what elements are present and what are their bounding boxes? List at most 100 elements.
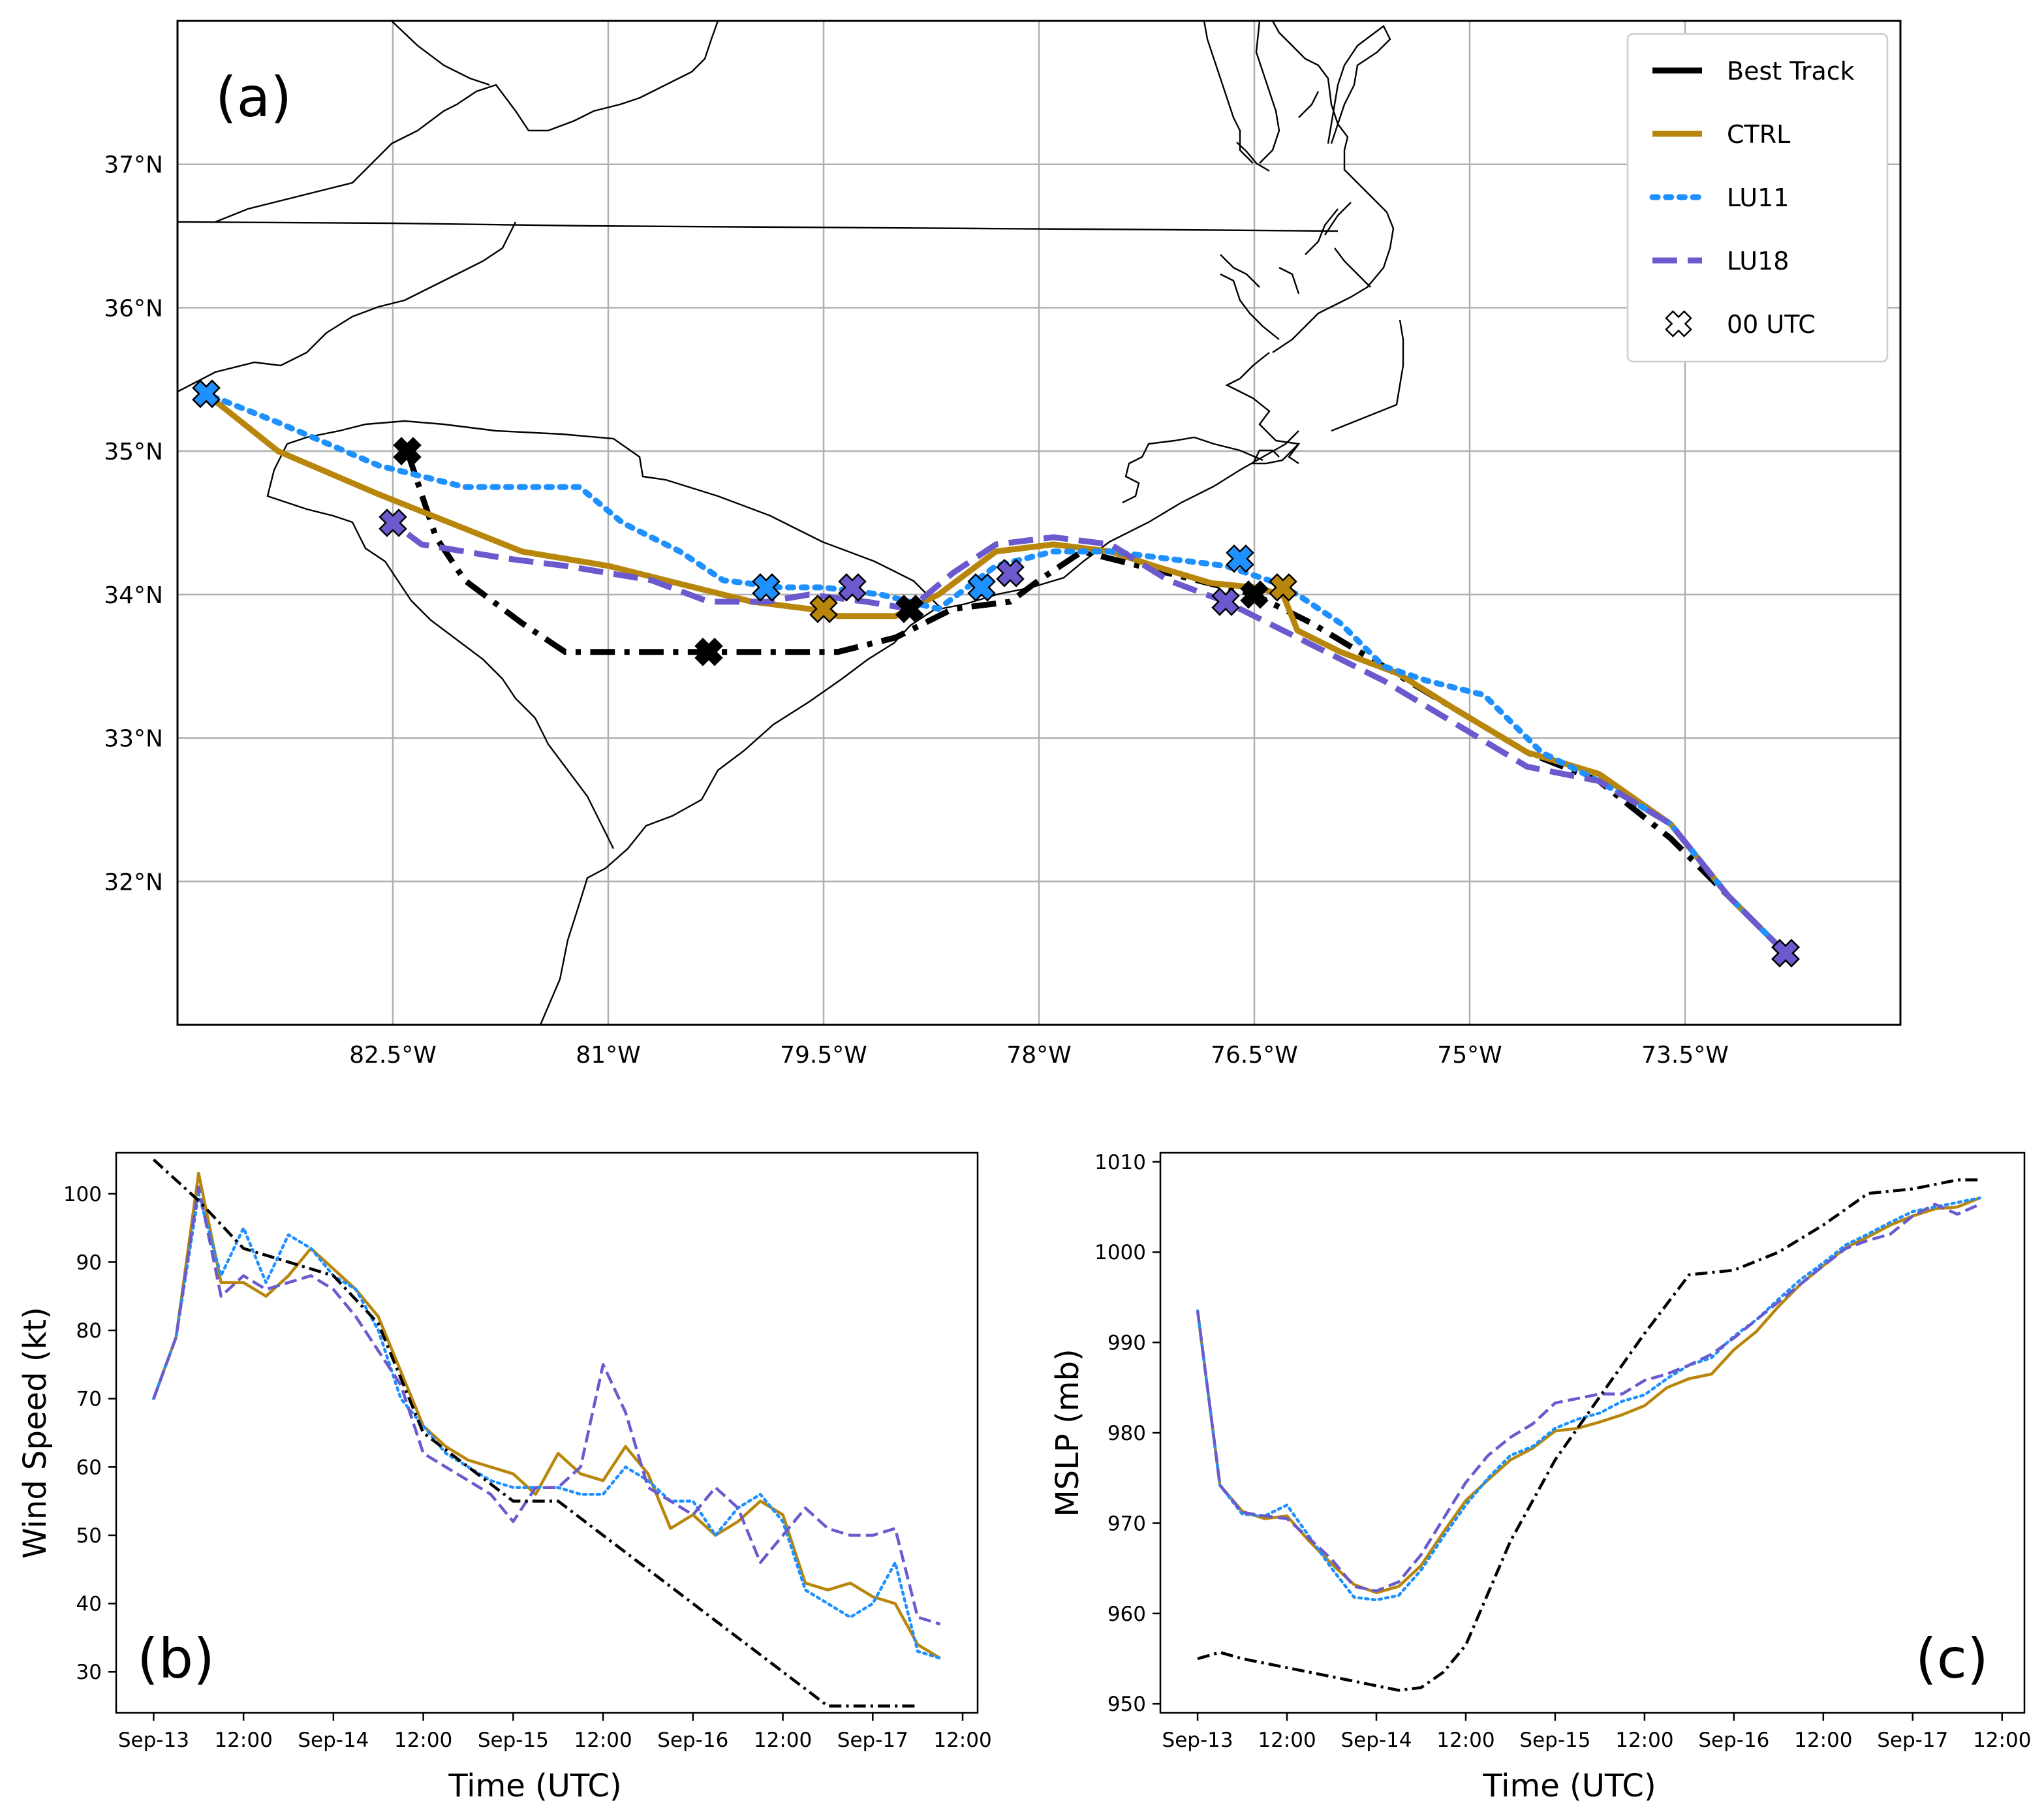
- x-tick-label: 78°W: [1006, 1042, 1071, 1069]
- y-tick-label: 1000: [1094, 1241, 1146, 1264]
- panel-a-grid: [178, 21, 1900, 1025]
- series-best-track: [1197, 1178, 1980, 1692]
- series-ctrl: [152, 1172, 941, 1660]
- marker-00utc-lu11: [1226, 544, 1254, 573]
- x-tick-label: Sep-14: [298, 1729, 369, 1752]
- marker-00utc-lu18: [1211, 587, 1240, 616]
- x-tick-label: 12:00: [933, 1729, 991, 1752]
- marker-00utc-best-track: [1240, 580, 1269, 609]
- panel-c-label: (c): [1915, 1627, 1989, 1691]
- marker-00utc-lu11: [752, 573, 781, 602]
- y-tick-label: 100: [63, 1183, 102, 1206]
- x-tick-label: 79.5°W: [780, 1042, 867, 1069]
- y-tick-label: 30: [76, 1661, 102, 1684]
- legend-label-lu18: LU18: [1727, 247, 1789, 275]
- series-lu11: [1196, 1196, 1981, 1602]
- y-tick-label: 37°N: [104, 152, 163, 179]
- panel-c-background: [1160, 1153, 2024, 1713]
- x-tick-label: 12:00: [394, 1729, 452, 1752]
- panel-c-series: [1196, 1178, 1981, 1692]
- x-tick-label: 82.5°W: [349, 1042, 437, 1069]
- marker-00utc-lu18: [379, 509, 407, 537]
- panel-a-00utc-markers: [192, 379, 1800, 967]
- x-tick-label: 12:00: [214, 1729, 272, 1752]
- x-tick-label: 76.5°W: [1211, 1042, 1298, 1069]
- panel-b-wind-speed: Sep-13 12:00 Sep-14 12:00 Sep-15 12:00 Sep-16 1…: [17, 1151, 992, 1804]
- y-tick-label: 34°N: [104, 582, 163, 609]
- panel-c-ticks: Sep-13 12:00 Sep-14 12:00 Sep-15 12:00 Sep-16 1…: [1094, 1151, 2031, 1752]
- marker-00utc-ctrl: [1269, 573, 1297, 602]
- panel-a-label: (a): [215, 65, 292, 129]
- marker-00utc-best-track: [694, 637, 723, 666]
- marker-00utc-best-track: [895, 595, 924, 623]
- marker-00utc-best-track: [393, 437, 422, 465]
- marker-00utc-lu18: [996, 559, 1025, 587]
- y-tick-label: 80: [76, 1319, 102, 1343]
- track-lu18: [391, 520, 1788, 956]
- x-tick-label: 81°W: [576, 1042, 640, 1069]
- x-tick-label: 73.5°W: [1641, 1042, 1729, 1069]
- marker-00utc-lu11: [967, 573, 996, 602]
- y-tick-label: 35°N: [104, 439, 163, 465]
- x-tick-label: Sep-15: [1519, 1729, 1590, 1752]
- legend-label-lu11: LU11: [1727, 183, 1789, 212]
- y-tick-label: 60: [76, 1456, 102, 1479]
- x-tick-label: Sep-14: [1340, 1729, 1412, 1752]
- panel-c-xlabel: Time (UTC): [1482, 1768, 1656, 1804]
- legend-label-ctrl: CTRL: [1727, 120, 1790, 149]
- marker-00utc-lu18: [838, 573, 867, 602]
- x-tick-label: 12:00: [754, 1729, 812, 1752]
- y-tick-label: 32°N: [104, 869, 163, 896]
- y-tick-label: 70: [76, 1388, 102, 1411]
- legend-marker-00-utc: [1665, 310, 1692, 337]
- panel-b-background: [116, 1153, 978, 1713]
- marker-00utc-lu18: [1771, 939, 1800, 967]
- x-tick-label: 12:00: [1258, 1729, 1316, 1752]
- x-tick-label: 12:00: [574, 1729, 632, 1752]
- x-tick-label: 12:00: [1973, 1729, 2031, 1752]
- y-tick-label: 960: [1107, 1603, 1146, 1626]
- legend-label-best-track: Best Track: [1727, 57, 1855, 86]
- panel-b-ticks: Sep-13 12:00 Sep-14 12:00 Sep-15 12:00 Sep-16 1…: [63, 1183, 992, 1752]
- panel-a-frame: [176, 20, 1902, 1026]
- marker-00utc-ctrl: [809, 595, 838, 623]
- y-tick-label: 40: [76, 1593, 102, 1616]
- y-tick-label: 50: [76, 1524, 102, 1548]
- panel-c-ylabel: MSLP (mb): [1049, 1349, 1086, 1517]
- panel-c-mslp: Sep-13 12:00 Sep-14 12:00 Sep-15 12:00 Sep-16 1…: [1049, 1151, 2031, 1804]
- panel-b-xlabel: Time (UTC): [448, 1768, 621, 1804]
- x-tick-label: Sep-13: [1162, 1729, 1233, 1752]
- legend-label-00-utc: 00 UTC: [1727, 310, 1816, 339]
- x-tick-label: Sep-13: [118, 1729, 189, 1752]
- x-tick-label: Sep-17: [1877, 1729, 1948, 1752]
- panel-a-tracks: [203, 390, 1789, 956]
- panel-a-map: 82.5°W 81°W 79.5°W 78°W 76.5°W 75°W 73.5°W 32°N…: [104, 20, 1902, 1069]
- legend: Best Track CTRL LU11 LU18 00 UTC: [1626, 33, 1889, 363]
- panel-a-ticks: 82.5°W 81°W 79.5°W 78°W 76.5°W 75°W 73.5°W 32°N…: [104, 152, 1729, 1069]
- y-tick-label: 36°N: [104, 295, 163, 322]
- panel-b-series: [152, 1158, 942, 1708]
- y-tick-label: 990: [1107, 1332, 1146, 1355]
- x-tick-label: 12:00: [1436, 1729, 1494, 1752]
- x-tick-label: Sep-15: [478, 1729, 549, 1752]
- coastline-and-borders: [178, 21, 1404, 1025]
- y-tick-label: 970: [1107, 1512, 1146, 1535]
- series-lu18: [152, 1185, 941, 1626]
- x-tick-label: Sep-16: [1698, 1729, 1769, 1752]
- x-tick-label: Sep-16: [657, 1729, 728, 1752]
- panel-b-ylabel: Wind Speed (kt): [17, 1307, 54, 1559]
- series-lu18: [1196, 1202, 1981, 1593]
- track-lu11: [203, 390, 1789, 956]
- x-tick-label: 12:00: [1794, 1729, 1852, 1752]
- legend-box: [1626, 33, 1889, 363]
- x-tick-label: 12:00: [1615, 1729, 1673, 1752]
- y-tick-label: 950: [1107, 1693, 1146, 1716]
- marker-00utc-lu11: [192, 379, 221, 409]
- y-tick-label: 90: [76, 1251, 102, 1274]
- x-tick-label: 75°W: [1437, 1042, 1502, 1069]
- track-ctrl: [204, 391, 1788, 956]
- panel-b-label: (b): [137, 1627, 215, 1691]
- x-tick-label: Sep-17: [837, 1729, 908, 1752]
- panel-b-frame: [115, 1151, 979, 1714]
